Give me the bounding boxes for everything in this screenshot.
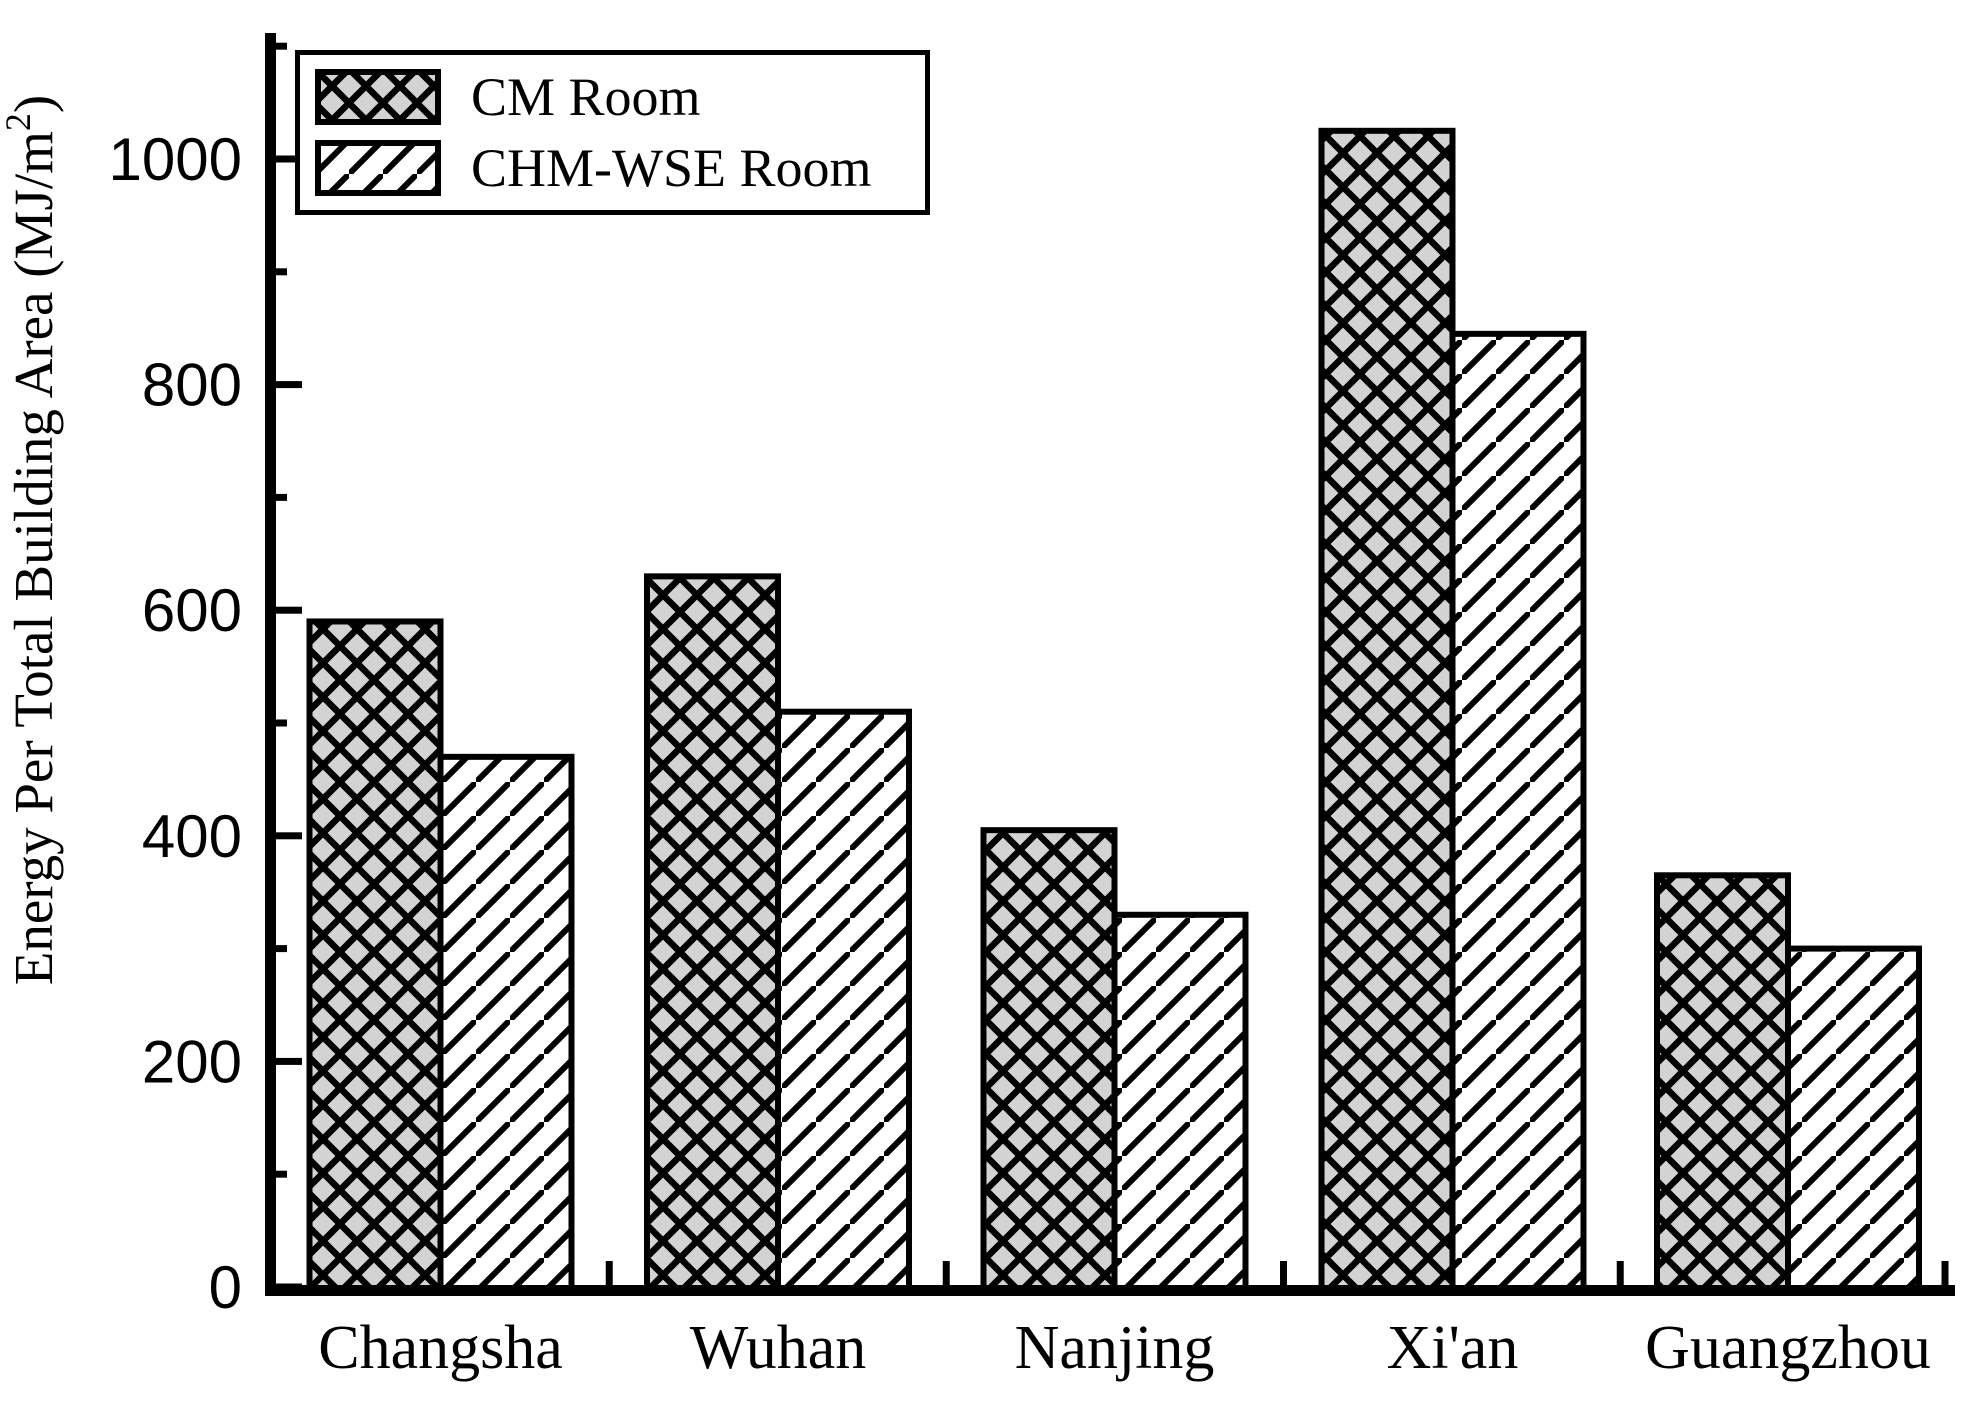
bar-xi-an-cm-room — [1318, 127, 1456, 1293]
y-axis-tick-label-800: 800 — [142, 352, 242, 419]
y-axis-minor-tick-900 — [266, 268, 287, 276]
category-label-nanjing: Nanjing — [1015, 1314, 1215, 1382]
bar-wuhan-cm-room — [644, 573, 781, 1293]
y-axis-major-tick-600 — [266, 606, 302, 614]
category-label-wuhan: Wuhan — [690, 1314, 867, 1382]
bar-changsha-cm-room — [306, 618, 444, 1293]
x-axis-tick-3 — [1616, 1261, 1624, 1285]
x-axis-tick-0 — [605, 1261, 613, 1285]
bar-wuhan-chm-wse-room — [775, 708, 912, 1293]
y-axis-major-tick-800 — [266, 381, 302, 389]
labels-layer: 0 200 400 600 800 1000 Changsha Wuhan Nanjing Xi'… — [109, 126, 1931, 1382]
crosshatch-swatch-icon — [315, 69, 441, 126]
x-axis-tick-2 — [1280, 1261, 1287, 1285]
legend-label-chm-wse-room: CHM-WSE Room — [471, 137, 872, 198]
category-label-xi-an: Xi'an — [1387, 1314, 1519, 1382]
legend: CM Room CHM-WSE Room — [295, 50, 930, 215]
legend-item-cm-room: CM Room — [315, 67, 925, 128]
category-label-changsha: Changsha — [318, 1314, 563, 1382]
category-label-guangzhou: Guangzhou — [1645, 1314, 1931, 1382]
bar-nanjing-chm-wse-room — [1111, 911, 1249, 1293]
y-axis-tick-label-600: 600 — [142, 577, 242, 644]
bar-changsha-chm-wse-room — [437, 753, 575, 1293]
diagonal-stripes-swatch-icon — [315, 139, 441, 196]
y-axis-title-superscript: 2 — [0, 113, 38, 131]
y-axis-major-tick-1000 — [266, 155, 302, 163]
bar-guangzhou-cm-room — [1654, 872, 1791, 1294]
y-axis-tick-label-200: 200 — [142, 1028, 242, 1095]
y-axis-major-tick-400 — [266, 832, 302, 840]
x-axis-tick-4 — [1941, 1261, 1949, 1285]
y-axis-title: Energy Per Total Building Area (MJ/m2) — [0, 95, 64, 986]
y-axis-minor-tick-1100 — [266, 42, 287, 50]
legend-item-chm-wse-room: CHM-WSE Room — [315, 137, 925, 198]
y-axis-spine — [265, 33, 276, 1296]
y-axis-minor-tick-700 — [266, 493, 287, 501]
y-axis-major-tick-200 — [266, 1057, 302, 1065]
bar-xi-an-chm-wse-room — [1449, 330, 1587, 1293]
bar-nanjing-cm-room — [980, 827, 1118, 1293]
x-axis-spine — [265, 1285, 1955, 1296]
y-axis-minor-tick-500 — [266, 719, 287, 727]
y-axis-minor-tick-100 — [266, 1170, 287, 1178]
y-axis-tick-label-0: 0 — [209, 1254, 242, 1321]
y-axis-tick-label-1000: 1000 — [109, 126, 242, 193]
bars-layer — [306, 127, 1922, 1294]
x-axis-tick-1 — [942, 1261, 950, 1285]
legend-label-cm-room: CM Room — [471, 67, 701, 128]
y-axis-minor-tick-300 — [266, 945, 287, 953]
y-axis-tick-label-400: 400 — [142, 803, 242, 870]
bar-guangzhou-chm-wse-room — [1785, 945, 1922, 1293]
